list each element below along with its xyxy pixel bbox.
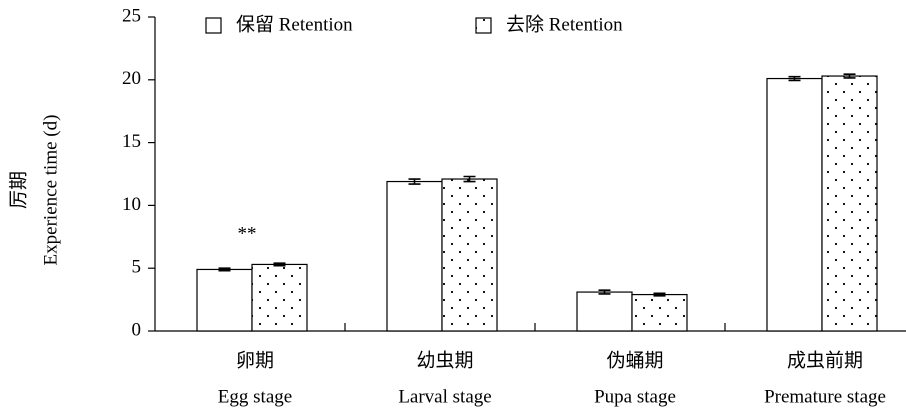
bar — [441, 178, 498, 332]
bar — [631, 293, 688, 332]
error-bar — [408, 178, 421, 185]
y-axis-label: Experience time (d) — [40, 115, 61, 266]
y-tick-label: 0 — [132, 319, 142, 340]
legend-label: 保留 Retention — [236, 13, 353, 35]
x-tick-label: 卵期 — [236, 349, 274, 371]
y-tick-label: 15 — [122, 131, 141, 152]
y-axis-label: 厉期 — [7, 171, 29, 209]
error-bar — [218, 267, 231, 272]
y-tick-label: 5 — [132, 257, 142, 278]
error-bar — [653, 292, 666, 297]
error-bar — [273, 262, 286, 267]
bar — [576, 291, 633, 332]
bar — [766, 77, 823, 332]
error-bar — [788, 75, 801, 82]
x-tick-label: Premature stage — [764, 386, 886, 407]
bar — [251, 263, 308, 332]
bar — [196, 268, 253, 332]
annotation: ** — [238, 224, 257, 245]
error-bar — [463, 175, 476, 183]
x-tick-label: Egg stage — [218, 386, 292, 407]
x-tick-label: Larval stage — [398, 386, 491, 407]
legend-swatch — [475, 17, 492, 34]
error-bar — [598, 289, 611, 295]
x-tick-label: Pupa stage — [594, 386, 676, 407]
x-tick-label: 成虫前期 — [787, 349, 863, 371]
x-tick-label: 伪蛹期 — [606, 349, 663, 371]
y-tick-label: 25 — [122, 5, 141, 26]
legend-swatch — [205, 17, 222, 34]
error-bar — [843, 73, 856, 79]
y-tick-label: 20 — [122, 68, 141, 89]
bar — [386, 180, 443, 332]
bar — [821, 75, 878, 332]
legend-label: 去除 Retention — [506, 13, 623, 35]
x-tick-label: 幼虫期 — [416, 349, 473, 371]
y-tick-label: 10 — [122, 194, 141, 215]
